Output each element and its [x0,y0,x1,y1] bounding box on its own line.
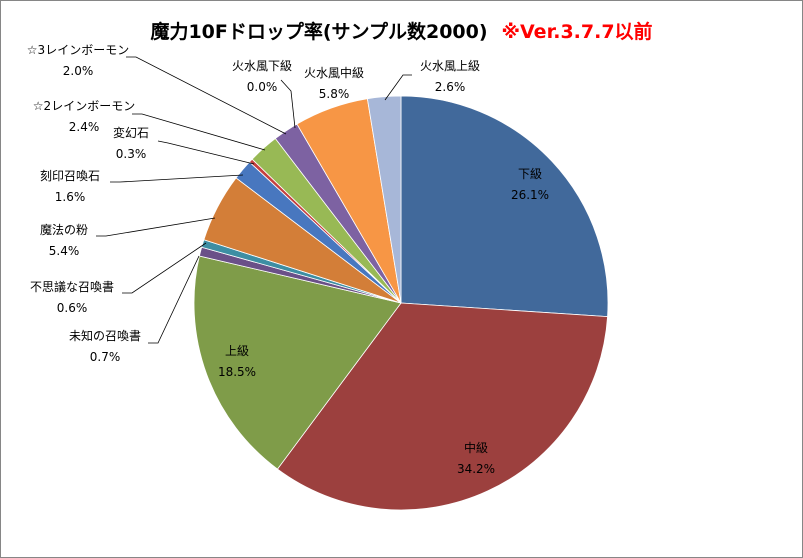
slice-3-percent: 18.5% [218,365,256,379]
slice-9-percent: 2.4% [69,120,100,134]
slice-13-percent: 2.6% [435,80,466,94]
slice-9-label: ☆2レインボーモン [33,99,135,113]
slice-2-label: 中級 [464,440,488,455]
slice-5-leader-line [122,242,207,294]
chart-title: 魔力10Fドロップ率(サンプル数2000) [150,21,488,43]
slice-5-percent: 0.6% [57,301,88,315]
slice-11-percent: 0.0% [247,80,278,94]
slice-4-percent: 0.7% [90,350,121,364]
chart-title-note: ※Ver.3.7.7以前 [501,21,653,43]
slice-6-label: 魔法の粉 [40,222,88,237]
slice-11-leader-line [280,79,296,129]
slice-1 [400,95,609,318]
slice-13-leader-line [384,74,412,101]
slice-10-leader-line [126,56,287,135]
slice-13-label: 火水風上級 [420,59,480,73]
slice-10-percent: 2.0% [63,64,94,78]
slice-8-leader-line [157,140,255,165]
slice-11-label: 火水風下級 [232,59,292,73]
slice-8-percent: 0.3% [116,147,147,161]
slice-7-percent: 1.6% [55,190,86,204]
slice-12-percent: 5.8% [319,87,350,101]
slice-12-label: 火水風中級 [304,65,364,80]
slice-4-leader-line [148,255,200,344]
slice-10-label: ☆3レインボーモン [27,43,129,57]
slice-7-leader-line [110,174,244,183]
chart-title-row: 魔力10Fドロップ率(サンプル数2000) ※Ver.3.7.7以前 [0,17,803,44]
slice-2-percent: 34.2% [457,462,495,476]
slice-1-percent: 26.1% [511,188,549,202]
slice-3-label: 上級 [225,344,249,358]
slice-7-label: 刻印召喚石 [40,169,100,183]
slice-5-label: 不思議な召喚書 [30,280,114,294]
slice-6-leader-line [96,217,216,237]
slice-13 [366,95,402,304]
slice-8-label: 変幻石 [113,125,149,140]
slice-3 [193,255,402,470]
slice-2 [276,302,608,511]
pie-slices [193,95,609,511]
pie-labels: 下級 26.1% 中級 34.2% 上級 18.5% 未知の召喚書 0.7% 不思議な召喚書 0.… [27,43,549,476]
slice-4-label: 未知の召喚書 [69,329,141,343]
slice-1-label: 下級 [518,167,542,181]
slice-6-percent: 5.4% [49,244,80,258]
slice-9-leader-line [132,113,266,151]
